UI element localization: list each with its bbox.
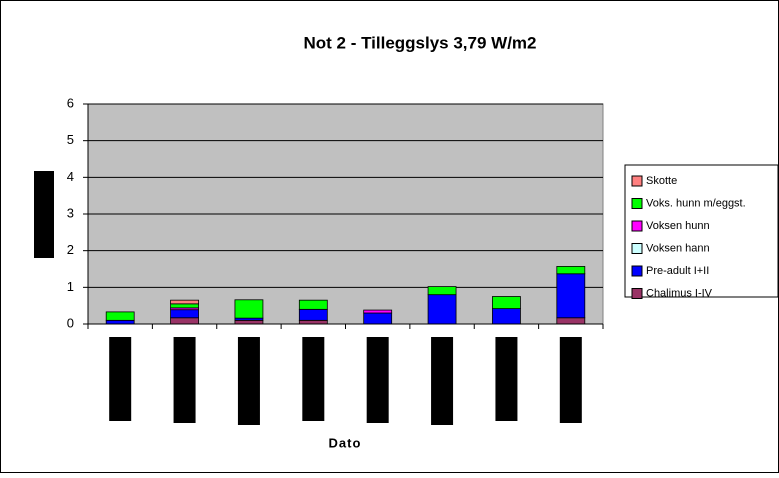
legend-label: Chalimus I-IV	[646, 287, 713, 299]
x-axis-title: Dato	[329, 435, 362, 450]
bar-segment	[170, 303, 199, 309]
bar-segment	[492, 308, 521, 325]
legend-swatch	[631, 175, 643, 187]
chart-title: Not 2 - Tilleggslys 3,79 W/m2	[303, 33, 536, 52]
bar-segment	[298, 319, 328, 325]
legend-label: Voks. hunn m/eggst.	[646, 197, 746, 209]
y-tick-label: 0	[67, 315, 74, 330]
bar-segment	[234, 299, 264, 319]
bar-segment	[427, 286, 457, 296]
redacted-category-label	[302, 337, 325, 421]
bar-segment	[556, 273, 586, 319]
y-tick-label: 2	[67, 242, 74, 257]
legend-label: Skotte	[646, 175, 677, 187]
redacted-category-label	[173, 337, 196, 423]
y-tick-label: 4	[67, 169, 74, 184]
legend-label: Voksen hann	[646, 242, 710, 254]
y-tick-label: 6	[67, 95, 74, 110]
bar-segment	[363, 312, 393, 325]
redacted-category-label	[495, 337, 518, 421]
redacted-category-label	[109, 337, 132, 421]
legend-swatch	[631, 198, 643, 209]
bar-segment	[170, 317, 199, 325]
bar-segment	[298, 308, 328, 321]
bar-segment	[363, 309, 393, 314]
legend-swatch	[631, 243, 643, 254]
y-tick-label: 1	[67, 279, 74, 294]
redacted-y-axis-title	[34, 171, 54, 258]
legend-label: Voksen hunn	[646, 220, 710, 232]
bar-segment	[170, 299, 199, 305]
bar-segment	[298, 299, 328, 310]
legend-swatch	[631, 220, 643, 232]
bar-segment	[556, 317, 586, 325]
legend-label: Pre-adult I+II	[646, 265, 709, 277]
redacted-category-label	[431, 337, 454, 425]
bar-segment	[492, 296, 521, 310]
bar-segment	[105, 319, 135, 325]
y-tick-label: 5	[67, 132, 74, 147]
y-tick-label: 3	[67, 205, 74, 220]
legend	[624, 164, 779, 298]
redacted-category-label	[237, 337, 260, 425]
redacted-category-label	[366, 337, 389, 423]
bar-segment	[556, 266, 586, 275]
bar-segment	[105, 311, 135, 321]
bar-segment	[427, 294, 457, 325]
redacted-category-label	[559, 337, 582, 423]
legend-swatch	[631, 288, 643, 299]
bar-segment	[234, 319, 264, 325]
legend-swatch	[631, 265, 643, 277]
bar-segment	[170, 309, 199, 319]
